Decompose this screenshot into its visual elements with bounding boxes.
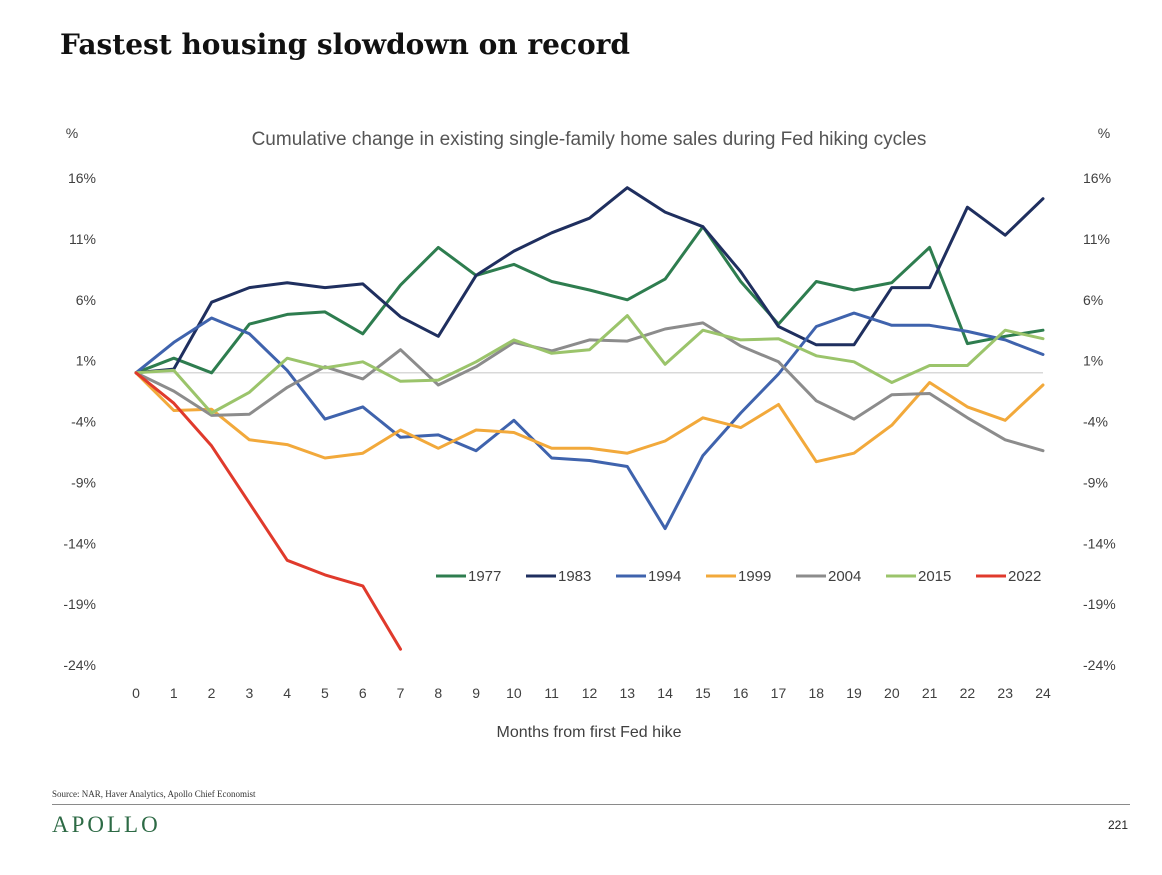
legend-label-2022: 2022 xyxy=(1008,568,1041,585)
series-line-2004 xyxy=(134,321,1045,453)
y-tick-label-left: -4% xyxy=(71,414,96,430)
x-tick-label: 21 xyxy=(922,685,938,701)
y-axis-left: 16% 11% 6% 1% -4% -9% -14% -19% -24% xyxy=(63,170,96,673)
legend-label-1994: 1994 xyxy=(648,568,681,585)
legend-label-2015: 2015 xyxy=(918,568,951,585)
x-axis: 0 1 2 3 4 5 6 7 8 9 10 11 12 13 14 15 16 17 18 19 20 21 22 23 24 xyxy=(132,685,1051,701)
legend-label-1999: 1999 xyxy=(738,568,771,585)
x-tick-label: 18 xyxy=(808,685,824,701)
x-tick-label: 24 xyxy=(1035,685,1051,701)
x-tick-label: 9 xyxy=(472,685,480,701)
y-axis-unit-left: % xyxy=(66,125,78,141)
x-tick-label: 3 xyxy=(245,685,253,701)
x-tick-label: 6 xyxy=(359,685,367,701)
series-line-2022 xyxy=(134,371,402,651)
x-tick-label: 11 xyxy=(544,685,559,701)
footer-divider xyxy=(52,804,1130,805)
legend-label-1977: 1977 xyxy=(468,568,501,585)
y-tick-label-left: 6% xyxy=(76,292,96,308)
y-tick-label-left: -19% xyxy=(63,596,96,612)
x-tick-label: 2 xyxy=(208,685,216,701)
y-tick-label-right: 1% xyxy=(1083,353,1103,369)
x-tick-label: 15 xyxy=(695,685,711,701)
y-tick-label-right: -19% xyxy=(1083,596,1116,612)
x-tick-label: 13 xyxy=(620,685,636,701)
y-tick-label-left: 1% xyxy=(76,353,96,369)
series-line-2015 xyxy=(134,314,1045,415)
x-tick-label: 7 xyxy=(397,685,405,701)
x-tick-label: 5 xyxy=(321,685,329,701)
x-tick-label: 10 xyxy=(506,685,522,701)
y-tick-label-left: 16% xyxy=(68,170,96,186)
brand-logo: APOLLO xyxy=(52,812,161,837)
series-line-1999 xyxy=(134,371,1045,464)
x-tick-label: 1 xyxy=(170,685,178,701)
y-tick-label-right: 16% xyxy=(1083,170,1111,186)
series-lines xyxy=(134,186,1045,651)
y-tick-label-right: -9% xyxy=(1083,474,1108,490)
series-line-1983 xyxy=(134,186,1045,375)
legend: 1977 1983 1994 1999 2004 2015 2022 xyxy=(436,568,1041,585)
series-line-1977 xyxy=(134,225,1045,375)
legend-label-2004: 2004 xyxy=(828,568,861,585)
y-tick-label-right: 6% xyxy=(1083,292,1103,308)
series-line-1994 xyxy=(134,311,1045,531)
x-tick-label: 8 xyxy=(434,685,442,701)
y-tick-label-right: -4% xyxy=(1083,414,1108,430)
x-tick-label: 0 xyxy=(132,685,140,701)
page-number: 221 xyxy=(1107,818,1128,832)
y-tick-label-left: -14% xyxy=(63,535,96,551)
y-tick-label-right: -14% xyxy=(1083,535,1116,551)
x-axis-label: Months from first Fed hike xyxy=(497,724,682,741)
source-note: Source: NAR, Haver Analytics, Apollo Chi… xyxy=(52,789,256,799)
chart-title: Cumulative change in existing single-fam… xyxy=(252,129,927,150)
x-tick-label: 17 xyxy=(771,685,787,701)
y-axis-right: 16% 11% 6% 1% -4% -9% -14% -19% -24% xyxy=(1083,170,1116,673)
x-tick-label: 22 xyxy=(960,685,976,701)
x-tick-label: 16 xyxy=(733,685,749,701)
x-tick-label: 19 xyxy=(846,685,862,701)
y-tick-label-right: -24% xyxy=(1083,657,1116,673)
x-tick-label: 23 xyxy=(997,685,1013,701)
y-tick-label-right: 11% xyxy=(1083,231,1110,247)
y-tick-label-left: 11% xyxy=(69,231,96,247)
x-tick-label: 4 xyxy=(283,685,291,701)
y-axis-unit-right: % xyxy=(1098,125,1110,141)
x-tick-label: 12 xyxy=(582,685,598,701)
slide-title: Fastest housing slowdown on record xyxy=(60,28,630,61)
x-tick-label: 14 xyxy=(657,685,673,701)
legend-label-1983: 1983 xyxy=(558,568,591,585)
y-tick-label-left: -24% xyxy=(63,657,96,673)
y-tick-label-left: -9% xyxy=(71,474,96,490)
x-tick-label: 20 xyxy=(884,685,900,701)
